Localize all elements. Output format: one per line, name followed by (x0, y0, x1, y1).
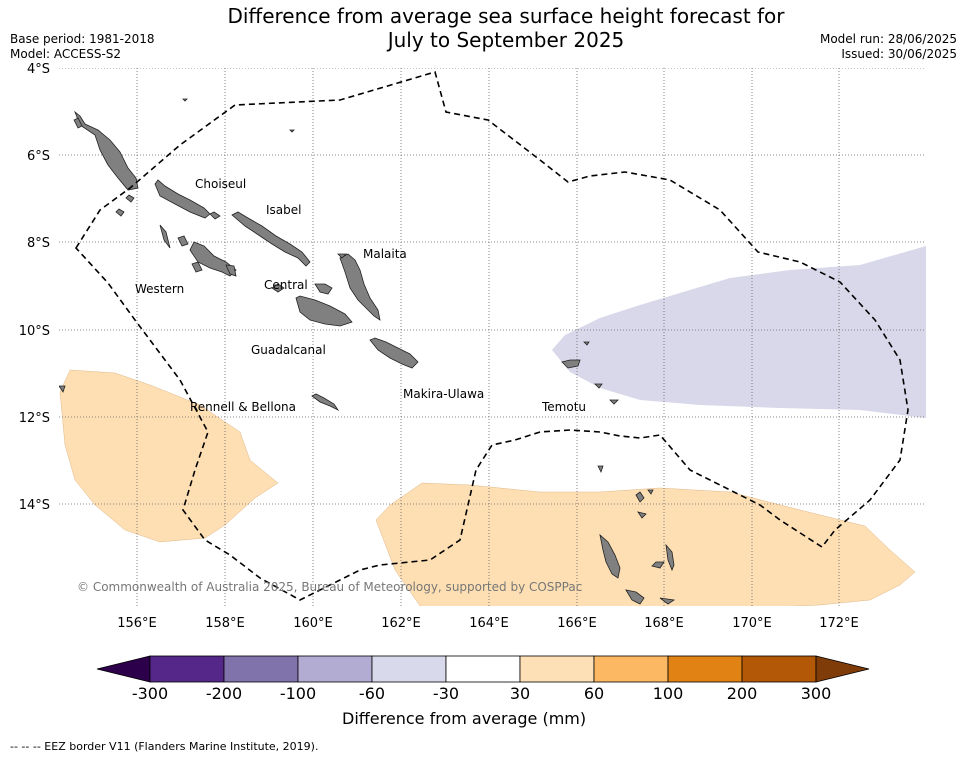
colorbar-tick-label: -60 (359, 684, 385, 703)
island-isabel (154, 179, 211, 219)
island-malaita (339, 253, 381, 321)
province-label-makira-ulawa: Makira-Ulawa (403, 387, 484, 401)
lon-label-158e: 158°E (205, 616, 245, 631)
graticule (59, 68, 926, 606)
lat-label-10s: 10°S (19, 324, 50, 339)
eez-border (74, 71, 909, 601)
colorbar-arrow-high (815, 655, 870, 683)
province-label-malaita: Malaita (363, 247, 407, 261)
province-label-central: Central (264, 278, 308, 292)
colorbar-segment (667, 655, 743, 683)
colorbar-tick-label: 300 (801, 684, 832, 703)
lat-label-4s: 4°S (27, 62, 50, 77)
map-title-line1: Difference from average sea surface heig… (227, 4, 785, 28)
positive-anomaly-region-south (375, 482, 916, 606)
model-text: Model: ACCESS-S2 (10, 47, 122, 61)
colorbar-tick-label: 200 (727, 684, 758, 703)
island-makira (369, 337, 419, 369)
province-label-western: Western (135, 282, 184, 296)
province-label-temotu: Temotu (541, 400, 586, 414)
lon-label-166e: 166°E (557, 616, 597, 631)
lat-label-14s: 14°S (19, 498, 50, 513)
colorbar-segment (519, 655, 595, 683)
colorbar-segment (149, 655, 225, 683)
land-islands (59, 98, 676, 605)
lon-label-162e: 162°E (381, 616, 421, 631)
colorbar-tick-label: -100 (280, 684, 316, 703)
lon-label-170e: 170°E (732, 616, 772, 631)
map-title-line2: July to September 2025 (387, 28, 625, 52)
lon-label-160e: 160°E (293, 616, 333, 631)
lon-label-156e: 156°E (117, 616, 157, 631)
colorbar-segment (371, 655, 447, 683)
colorbar-segment (297, 655, 373, 683)
colorbar-label: Difference from average (mm) (342, 709, 587, 728)
colorbar-segment (223, 655, 299, 683)
colorbar-tick-label: -200 (206, 684, 242, 703)
province-label-guadalcanal: Guadalcanal (251, 343, 326, 357)
colorbar-tick-label: 100 (653, 684, 684, 703)
colorbar-segment (593, 655, 669, 683)
positive-anomaly-region-west (59, 369, 279, 543)
colorbar-arrow-low (96, 655, 151, 683)
lon-label-168e: 168°E (644, 616, 684, 631)
province-label-rennell-bellona: Rennell & Bellona (190, 400, 296, 414)
model-run-text: Model run: 28/06/2025 (819, 32, 957, 46)
copyright-text: © Commonwealth of Australia 2025, Bureau… (77, 580, 582, 594)
island-new-georgia (159, 224, 171, 249)
lat-label-12s: 12°S (19, 411, 50, 426)
colorbar-segment (445, 655, 521, 683)
lon-label-172e: 172°E (819, 616, 859, 631)
lat-label-6s: 6°S (27, 149, 50, 164)
island-nggela (314, 283, 333, 295)
island-guadalcanal (295, 295, 353, 327)
base-period-text: Base period: 1981-2018 (10, 32, 155, 46)
island-choiseul (74, 110, 139, 191)
island-rennell (311, 393, 340, 412)
colorbar-tick-label: 60 (584, 684, 604, 703)
issued-text: Issued: 30/06/2025 (841, 47, 957, 61)
province-label-isabel: Isabel (266, 203, 301, 217)
map-plot: 4°S 6°S 8°S 10°S 12°S 14°S 156°E 158°E 1… (19, 62, 926, 631)
lon-label-164e: 164°E (469, 616, 509, 631)
colorbar-tick-label: -30 (433, 684, 459, 703)
eez-legend-note: -- -- -- EEZ border V11 (Flanders Marine… (10, 740, 319, 753)
colorbar-segment (741, 655, 817, 683)
island-vanuatu-north (599, 533, 621, 579)
colorbar-tick-label: -300 (132, 684, 168, 703)
colorbar-tick-label: 30 (510, 684, 530, 703)
province-label-choiseul: Choiseul (195, 177, 246, 191)
island-temotu (561, 359, 581, 369)
lat-label-8s: 8°S (27, 236, 50, 251)
negative-anomaly-region (552, 246, 926, 418)
